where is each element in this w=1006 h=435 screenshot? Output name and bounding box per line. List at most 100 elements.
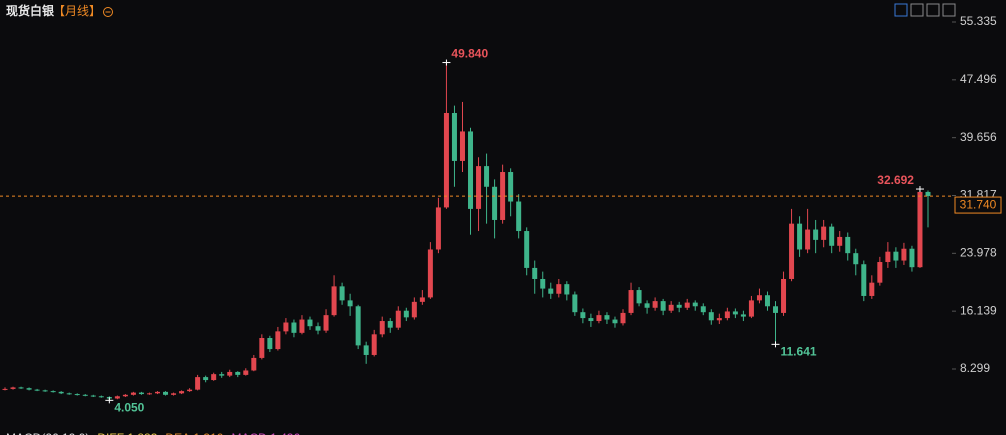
candle-body	[676, 304, 682, 308]
candle-body	[2, 388, 8, 390]
candle-body	[82, 394, 88, 396]
candle-body	[90, 395, 96, 397]
candle-body	[291, 322, 297, 333]
candle-body	[235, 371, 241, 375]
candle-body	[532, 267, 538, 279]
chart-title: 现货白银	[6, 3, 55, 18]
candle-body	[331, 286, 337, 316]
candle-body	[163, 391, 169, 395]
y-tick-label: 47.496	[960, 72, 997, 86]
candle-body	[443, 112, 449, 208]
candle-body	[644, 303, 650, 308]
candle-body	[42, 390, 48, 392]
candle-body	[187, 389, 193, 392]
candle-body	[588, 318, 594, 322]
candle-body	[917, 191, 923, 268]
candle-body	[853, 253, 859, 265]
candle-body	[821, 226, 827, 240]
candle-body	[395, 310, 401, 328]
candle-body	[508, 172, 514, 202]
candle-body	[211, 374, 217, 381]
candle-body	[451, 112, 457, 161]
y-tick-label: 55.335	[960, 14, 997, 28]
candle-body	[628, 290, 634, 313]
candle-body	[652, 301, 658, 308]
annotation-label: 11.641	[781, 345, 817, 359]
tool-zoom[interactable]	[910, 3, 924, 17]
candle-body	[18, 387, 24, 389]
last-price-box	[954, 196, 1002, 214]
candle-body	[435, 207, 441, 250]
candle-body	[797, 223, 803, 250]
tool-next[interactable]	[942, 3, 956, 17]
candle-body	[58, 391, 64, 394]
candle-body	[901, 248, 907, 261]
macd-legend: MACD(26,12,9)	[6, 431, 89, 435]
candle-body	[492, 186, 498, 220]
candle-body	[716, 318, 722, 321]
candle-body	[259, 338, 265, 358]
candle-body	[556, 284, 562, 294]
macd-legend: MACD:1.436	[231, 431, 300, 435]
candle-body	[764, 295, 770, 307]
candle-body	[219, 374, 225, 376]
collapse-icon[interactable]	[103, 7, 113, 17]
candle-body	[740, 314, 746, 317]
candle-body	[227, 371, 233, 376]
candle-body	[379, 321, 385, 335]
candle-body	[708, 312, 714, 321]
tool-prev[interactable]	[926, 3, 940, 17]
candle-body	[660, 301, 666, 311]
candle-body	[845, 236, 851, 254]
candle-body	[773, 306, 779, 313]
candle-body	[363, 345, 369, 355]
candle-body	[524, 231, 530, 268]
candle-body	[692, 302, 698, 307]
candle-body	[66, 393, 72, 395]
candle-body	[34, 389, 40, 391]
candle-body	[612, 319, 618, 324]
candle-body	[572, 294, 578, 313]
candle-body	[419, 297, 425, 302]
y-tick-label: 16.139	[960, 303, 997, 317]
candle-body	[138, 392, 144, 395]
candle-body	[179, 391, 185, 394]
candle-body	[26, 388, 32, 390]
candle-body	[789, 223, 795, 279]
tool-move[interactable]	[894, 3, 908, 17]
candle-body	[668, 304, 674, 311]
toolbar	[894, 3, 956, 17]
annotation-label: 49.840	[451, 47, 488, 61]
candle-body	[781, 278, 787, 313]
candle-body	[323, 315, 329, 331]
candle-body	[387, 321, 393, 328]
candle-body	[10, 387, 16, 389]
candle-body	[299, 319, 305, 333]
candle-body	[885, 251, 891, 263]
candle-body	[869, 282, 875, 296]
candle-body	[684, 302, 690, 308]
candle-body	[146, 393, 152, 395]
candle-body	[468, 131, 474, 209]
candle-body	[861, 264, 867, 296]
candle-body	[893, 251, 899, 261]
candle-body	[484, 166, 490, 187]
y-tick-label: 39.656	[960, 130, 997, 144]
period-label: 【月线】	[53, 4, 101, 18]
candle-body	[748, 300, 754, 317]
candle-body	[315, 326, 321, 331]
candle-body	[909, 248, 915, 268]
candle-body	[403, 310, 409, 318]
candle-body	[154, 391, 160, 394]
candle-body	[50, 391, 56, 393]
candle-body	[275, 331, 281, 350]
candle-body	[580, 312, 586, 319]
candle-body	[203, 377, 209, 381]
candle-body	[596, 315, 602, 322]
candle-body	[267, 338, 273, 350]
candle-body	[620, 312, 626, 324]
candle-body	[724, 311, 730, 319]
candle-body	[122, 394, 128, 397]
